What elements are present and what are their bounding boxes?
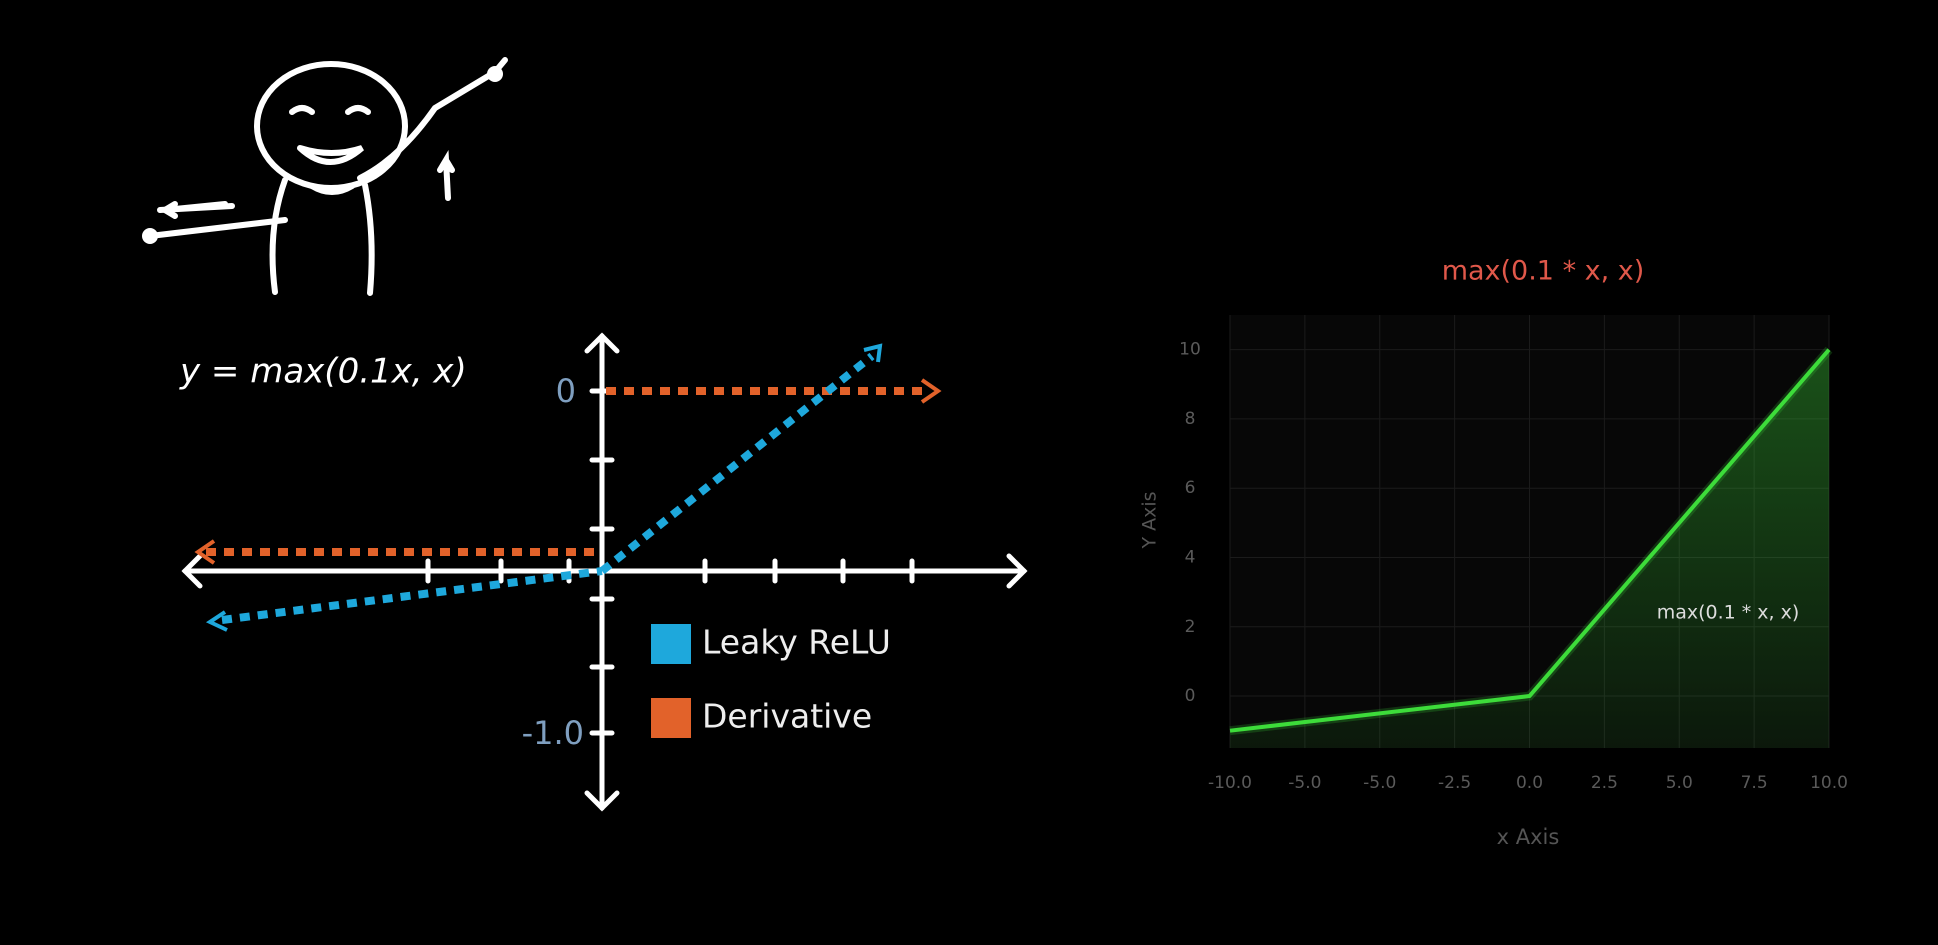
axis-label: 0 (556, 372, 576, 410)
annotation: max(0.1 * x, x) (1657, 602, 1800, 624)
arrow-head (920, 378, 942, 404)
chart: 0 2 4 6 8 10 -10.0 -5.0 -5.0 -2.5 0.0 2.5 5.0 7.5 10.0 (1179, 315, 1848, 793)
y-tick-label: 8 (1185, 409, 1196, 429)
x-tick-label: 2.5 (1591, 773, 1618, 793)
line (1229, 348, 1831, 733)
x-tick-label: -5.0 (1288, 773, 1321, 793)
x-tick-label: 10.0 (1810, 773, 1848, 793)
legend-label: Leaky ReLU (702, 623, 891, 662)
x-axis-label: x Axis (1497, 825, 1560, 849)
legend-swatch (651, 698, 691, 738)
stick-figure (147, 57, 508, 296)
x-tick-label: 0.0 (1516, 773, 1543, 793)
hand (487, 66, 503, 82)
x-tick-label: -5.0 (1363, 773, 1396, 793)
legend-label: Derivative (702, 697, 872, 736)
arrow-head (205, 610, 228, 632)
formula: y = max(0.1x, x) (179, 352, 467, 392)
axis-label: -1.0 (522, 714, 584, 752)
y-tick-label: 10 (1179, 340, 1201, 360)
diagram-lines (194, 343, 942, 632)
leaky-relu-line (221, 567, 603, 624)
y-tick-label: 6 (1185, 478, 1196, 498)
x-tick-label: 7.5 (1741, 773, 1768, 793)
legend-swatch (651, 624, 691, 664)
legend: Leaky ReLU Derivative (651, 623, 891, 738)
arrow-head (863, 343, 883, 363)
chart-title: max(0.1 * x, x) (1442, 256, 1645, 287)
y-tick-label: 2 (1185, 617, 1196, 637)
x-tick-label: 5.0 (1666, 773, 1693, 793)
y-tick-label: 4 (1185, 547, 1196, 567)
y-tick-label: 0 (1185, 686, 1196, 706)
hand (142, 228, 158, 244)
arrow-head (194, 539, 216, 565)
area (1230, 349, 1829, 748)
x-tick-label: -2.5 (1438, 773, 1471, 793)
leaky-relu-line (599, 352, 875, 575)
y-axis-label: Y Axis (1139, 491, 1161, 549)
x-tick-label: -10.0 (1208, 773, 1252, 793)
